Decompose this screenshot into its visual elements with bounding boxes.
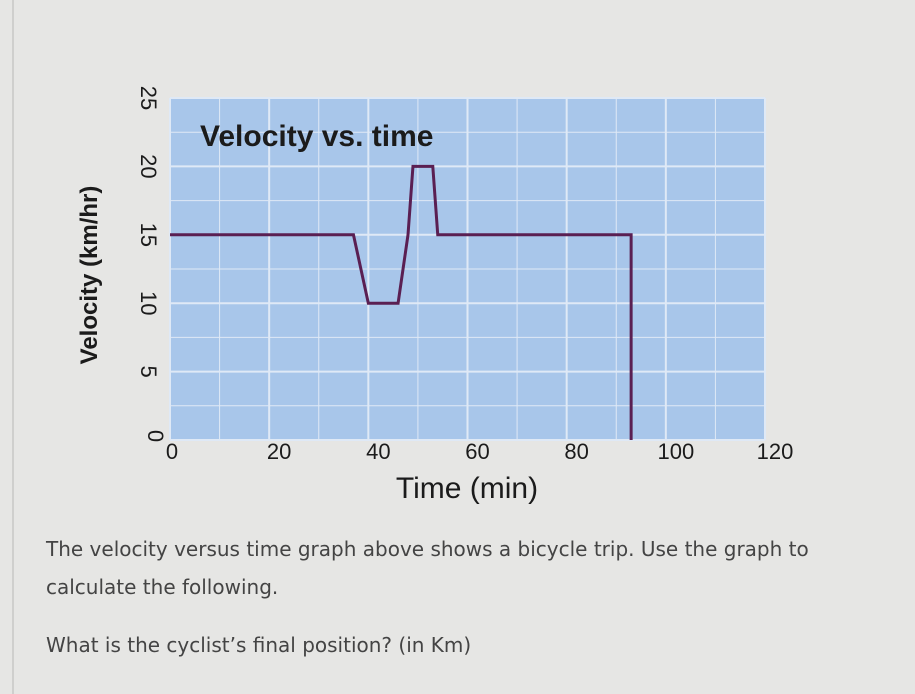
- velocity-time-chart: 0 5 10 15 20 25 0 20 40 60 80 100 120 Velocity vs. …: [76, 86, 793, 505]
- y-tick-label: 25: [136, 86, 161, 110]
- y-tick-labels: 0 5 10 15 20 25: [136, 86, 168, 442]
- x-tick-label: 20: [267, 439, 291, 464]
- question-prompt: What is the cyclist’s final position? (i…: [46, 633, 472, 657]
- y-tick-label: 5: [136, 365, 161, 377]
- y-tick-label: 20: [136, 154, 161, 178]
- x-tick-label: 0: [166, 439, 178, 464]
- x-axis-label: Time (min): [396, 472, 538, 505]
- y-tick-label: 15: [136, 223, 161, 247]
- velocity-series-line: [170, 164, 633, 440]
- y-tick-label: 10: [136, 291, 161, 315]
- y-axis-label: Velocity (km/hr): [76, 186, 103, 365]
- x-tick-label: 60: [465, 439, 489, 464]
- page-left-rule: [12, 0, 14, 694]
- x-tick-labels: 0 20 40 60 80 100 120: [166, 439, 793, 464]
- x-tick-label: 100: [657, 439, 694, 464]
- question-text: The velocity versus time graph above sho…: [46, 537, 809, 599]
- x-tick-label: 120: [757, 439, 794, 464]
- chart-title: Velocity vs. time: [200, 120, 433, 153]
- y-tick-label: 0: [143, 430, 168, 442]
- x-tick-label: 80: [564, 439, 588, 464]
- x-tick-label: 40: [366, 439, 390, 464]
